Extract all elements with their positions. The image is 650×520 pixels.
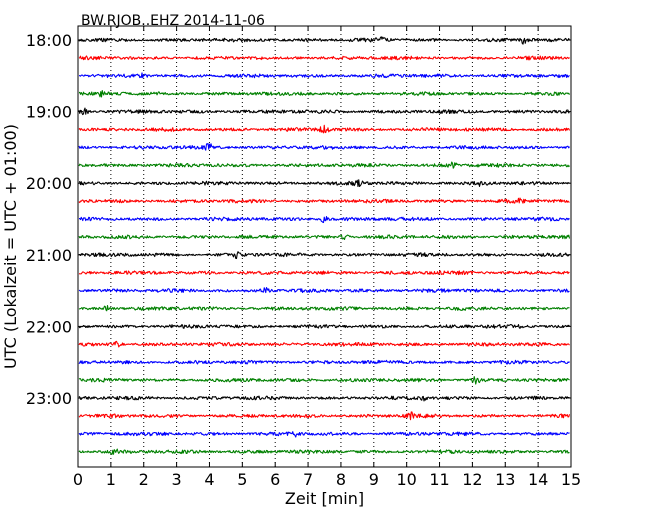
trace-line (78, 305, 570, 312)
trace-line (78, 216, 570, 224)
y-tick-label: 19:00 (26, 103, 72, 122)
x-tick-label: 15 (561, 470, 581, 489)
x-tick-label: 2 (139, 470, 149, 489)
trace-line (78, 142, 570, 151)
x-tick-label: 7 (303, 470, 313, 489)
y-tick-label: 20:00 (26, 174, 72, 193)
x-tick-label: 3 (172, 470, 182, 489)
x-tick-label: 13 (495, 470, 515, 489)
trace-line (78, 124, 571, 134)
trace-line (78, 359, 570, 365)
trace-line (78, 107, 570, 116)
y-tick-label: 23:00 (26, 389, 72, 408)
trace-line (78, 411, 571, 421)
trace-line (78, 161, 570, 169)
x-tick-labels: 0 1 2 3 4 5 6 7 8 9 10 11 12 13 14 15 (73, 470, 581, 489)
trace-line (78, 395, 570, 402)
trace-line (78, 287, 570, 294)
x-tick-label: 6 (270, 470, 280, 489)
x-axis-label: Zeit [min] (285, 489, 364, 508)
trace-line (78, 179, 570, 188)
trace-line (78, 251, 570, 260)
trace-line (78, 234, 571, 241)
y-tick-label: 22:00 (26, 317, 72, 336)
x-tick-label: 4 (204, 470, 214, 489)
trace-line (78, 55, 570, 61)
x-tick-label: 8 (336, 470, 346, 489)
trace-line (78, 323, 570, 329)
y-axis-label: UTC (Lokalzeit = UTC + 01:00) (1, 124, 20, 369)
y-tick-label: 21:00 (26, 246, 72, 265)
x-tick-label: 5 (237, 470, 247, 489)
x-tick-label: 10 (396, 470, 416, 489)
y-tick-label: 18:00 (26, 31, 72, 50)
trace-line (78, 376, 570, 385)
trace-line (78, 270, 570, 276)
trace-line (78, 431, 570, 438)
x-tick-label: 12 (462, 470, 482, 489)
x-tick-label: 0 (73, 470, 83, 489)
trace-line (78, 448, 570, 455)
trace-line (78, 72, 570, 79)
trace-line (78, 340, 570, 348)
chart-title: BW.RJOB..EHZ 2014-11-06 (81, 13, 265, 29)
grid-lines (110, 26, 539, 467)
y-tick-labels: 18:00 19:00 20:00 21:00 22:00 23:00 (26, 31, 72, 408)
x-tick-label: 1 (106, 470, 116, 489)
x-tick-label: 14 (528, 470, 548, 489)
trace-line (78, 197, 570, 204)
trace-line (78, 36, 571, 45)
x-tick-label: 9 (369, 470, 379, 489)
axis-ticks (77, 26, 572, 467)
trace-group (78, 36, 571, 455)
x-tick-label: 11 (429, 470, 449, 489)
trace-line (78, 90, 570, 98)
plot-frame (77, 25, 572, 468)
